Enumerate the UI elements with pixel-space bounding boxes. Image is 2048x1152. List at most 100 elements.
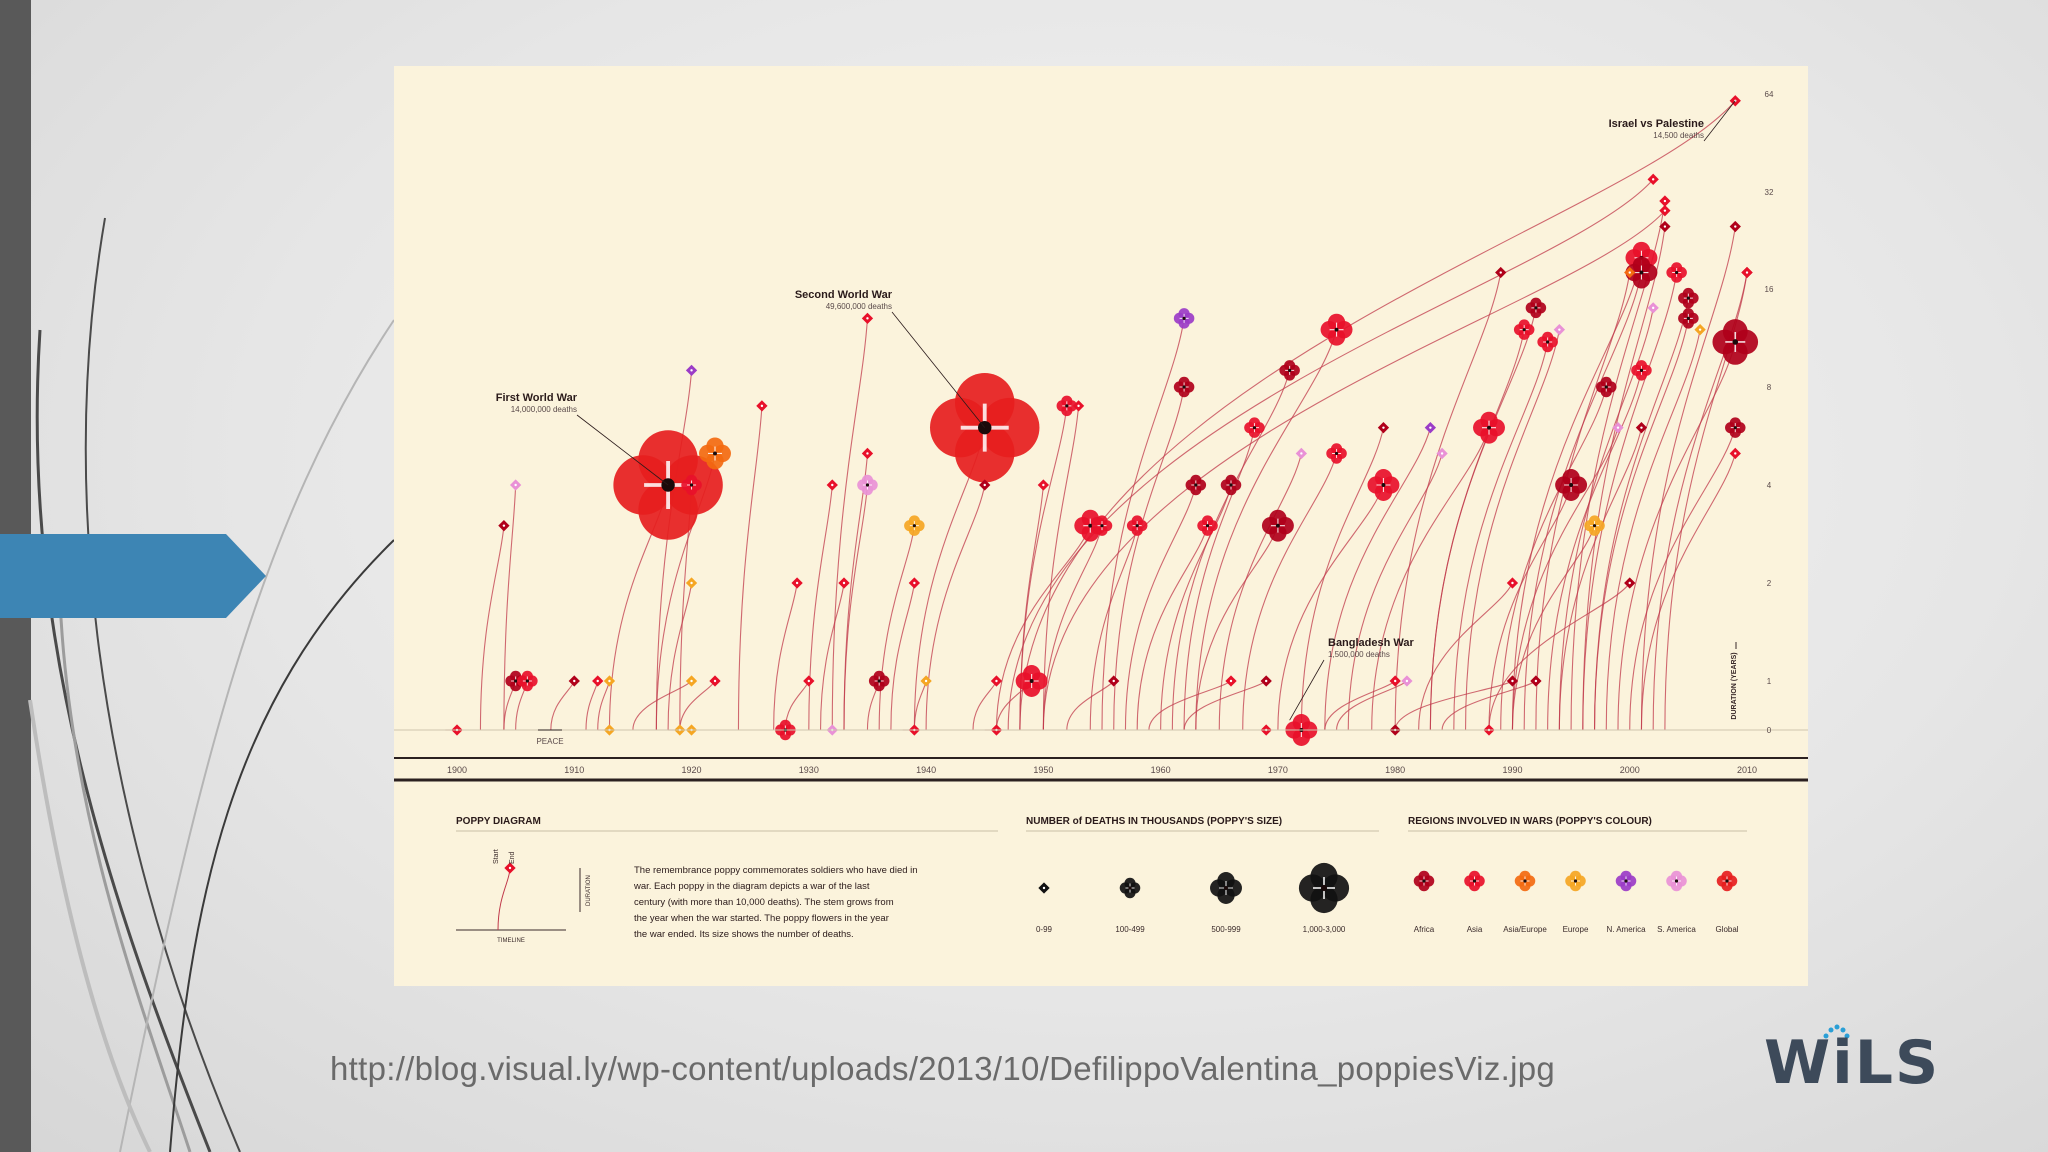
poppy-flower [1506, 577, 1519, 589]
poppy-center [608, 679, 611, 683]
poppy-center [1320, 884, 1328, 892]
poppy-stem [925, 484, 986, 731]
poppy-center [1663, 199, 1667, 203]
poppy-center [1651, 306, 1655, 310]
x-tick-label: 1900 [447, 765, 467, 775]
x-tick-label: 1940 [916, 765, 936, 775]
poppy-stem [1371, 427, 1490, 731]
x-tick-label: 1980 [1385, 765, 1405, 775]
poppy-stem [1605, 329, 1701, 731]
poppy-petal [904, 520, 916, 532]
poppy-flower [1295, 447, 1308, 460]
y-tick-label: 16 [1765, 285, 1774, 294]
poppy-center [713, 451, 717, 456]
poppy-flower [685, 577, 698, 589]
poppy-flower [592, 675, 604, 687]
source-url[interactable]: http://blog.visual.ly/wp-content/uploads… [330, 1050, 1556, 1087]
poppy-center [912, 524, 916, 528]
poppy-flower [1659, 205, 1671, 217]
poppy-center [1639, 270, 1644, 275]
poppy-flower [1225, 675, 1237, 687]
poppy-stem [773, 582, 798, 731]
poppy-center [1734, 452, 1737, 455]
poppy-flower [979, 479, 991, 491]
poppy-center [1558, 328, 1561, 331]
poppy-flower [1285, 714, 1318, 746]
legend-size-poppy [1038, 882, 1050, 894]
poppy-flower [861, 447, 874, 460]
poppy-stem [1418, 582, 1513, 731]
poppy-flower [1513, 319, 1535, 340]
poppy-center [573, 679, 576, 683]
poppy-stem [1066, 680, 1115, 731]
annotation-leader [576, 414, 669, 486]
poppy-stem [1465, 329, 1560, 731]
legend-size-poppy [1298, 862, 1350, 914]
axis-layer: 1900 1910 1920 1930 1940 1950 1960 1970 1980 1990… [394, 90, 1808, 782]
legend-color-label: N. America [1606, 925, 1646, 934]
poppy-center [1698, 328, 1702, 331]
poppy-flower [1495, 266, 1507, 279]
poppy-petal [1615, 875, 1627, 887]
poppy-flower [1377, 422, 1390, 434]
poppy-stem [890, 582, 915, 731]
poppy-petal [1279, 364, 1291, 376]
poppy-center [1733, 426, 1737, 430]
poppy-stem [1429, 307, 1537, 731]
x-tick-label: 2000 [1620, 765, 1640, 775]
poppy-center [1624, 879, 1628, 883]
poppy-stem [1441, 680, 1537, 731]
poppy-center [1628, 271, 1631, 274]
y-tick-label: 32 [1765, 188, 1774, 197]
poppy-flower [1659, 220, 1671, 233]
y-tick-label: 2 [1767, 579, 1772, 588]
poppy-petal [1666, 875, 1678, 887]
poppy-stem [1511, 525, 1596, 731]
legend-description-line: The remembrance poppy commemorates soldi… [634, 865, 918, 876]
poppy-stem [1558, 427, 1642, 731]
legend-color-title: REGIONS INVOLVED IN WARS (POPPY'S COLOUR… [1408, 816, 1652, 827]
poppy-stem [1019, 100, 1736, 731]
poppy-stem [1113, 386, 1185, 731]
poppy-flower [498, 520, 510, 532]
legend-color-label: S. America [1657, 925, 1696, 934]
poppy-flower [920, 675, 932, 687]
poppy-flower [756, 400, 768, 412]
poppy-flower [838, 577, 850, 589]
poppy-stem [1148, 680, 1232, 731]
poppy-petal [1173, 381, 1185, 393]
poppy-flower [1126, 515, 1148, 536]
stems-layer [445, 100, 1748, 731]
poppy-stem [1652, 272, 1748, 731]
poppy-petal [930, 397, 990, 458]
poppy-center [1674, 879, 1679, 883]
poppy-flower [803, 675, 815, 687]
poppy-flower [1108, 675, 1120, 687]
poppy-petal [1716, 875, 1728, 887]
poppy-flower [1596, 376, 1617, 398]
wils-logo-text: WiLS [1764, 1028, 1941, 1098]
poppy-flower [1015, 665, 1048, 697]
legend-size-label: 0-99 [1036, 925, 1053, 934]
annotation-subtitle: 14,000,000 deaths [511, 405, 577, 414]
poppy-flower [1647, 173, 1659, 185]
legend-color-poppy [1565, 870, 1586, 892]
legend-color-label: Asia/Europe [1503, 925, 1547, 934]
poppy-petal [1244, 422, 1256, 434]
poppy-flower [1389, 675, 1401, 687]
annotation-leader [1703, 100, 1736, 142]
poppy-flower [1631, 360, 1652, 381]
poppy-stem [503, 484, 517, 731]
poppy-flower [1612, 422, 1624, 434]
poppy-petal [1119, 882, 1131, 894]
poppy-center [1686, 316, 1690, 320]
legend-size-label: 1,000-3,000 [1303, 925, 1346, 934]
poppy-center [1194, 483, 1198, 487]
wils-logo-dots [1823, 1024, 1850, 1039]
poppy-stem [1664, 272, 1748, 731]
poppy-center [1725, 879, 1729, 883]
annotation-leader [891, 311, 986, 428]
poppy-petal [699, 444, 717, 463]
annotation-leader [1289, 659, 1325, 721]
poppy-flower [699, 437, 731, 470]
